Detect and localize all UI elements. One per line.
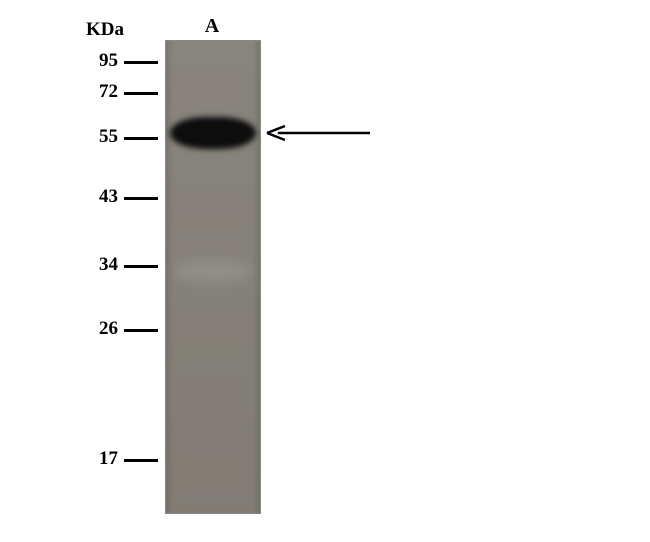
band-A-1 [174,261,251,281]
band-A-0 [170,117,256,149]
lane-A [165,40,261,514]
mw-label-55: 55 [99,126,118,148]
mw-tick-34 [124,265,158,268]
mw-label-72: 72 [99,81,118,103]
blot-figure: KDa 95 72 55 43 34 26 17 A [0,0,650,542]
mw-tick-17 [124,459,158,462]
mw-tick-95 [124,61,158,64]
mw-tick-43 [124,197,158,200]
mw-label-34: 34 [99,254,118,276]
axis-title-kda: KDa [86,19,124,41]
mw-tick-26 [124,329,158,332]
mw-label-26: 26 [99,318,118,340]
target-arrow [0,0,650,542]
mw-tick-55 [124,137,158,140]
lane-label-A: A [200,15,224,38]
mw-tick-72 [124,92,158,95]
mw-label-43: 43 [99,186,118,208]
mw-label-95: 95 [99,50,118,72]
mw-label-17: 17 [99,448,118,470]
